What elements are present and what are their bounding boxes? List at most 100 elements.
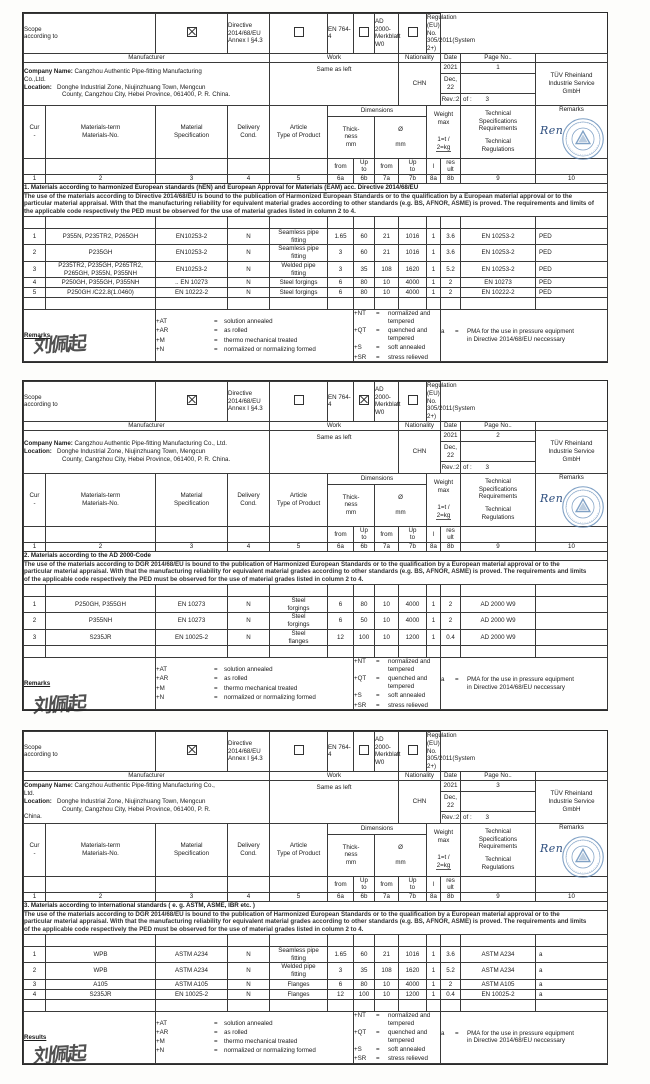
- company-info-row: Company Name: Cangzhou Authentic Pipe-fi…: [23, 779, 608, 824]
- colhdr-article: Article Type of Product: [269, 472, 328, 527]
- colhdr-weight: Weight: [433, 479, 454, 487]
- page-no-blank: [460, 791, 536, 813]
- checkbox-cell-reg305[interactable]: [398, 381, 427, 422]
- checkbox-empty[interactable]: [359, 27, 369, 37]
- blurb-line2: particular material appraisal. With that…: [24, 568, 587, 576]
- colhdr-thickness-l1: Thick-: [342, 843, 360, 851]
- cell-weight-unit: 1: [426, 244, 441, 262]
- checkbox-cell-directive[interactable]: [155, 381, 228, 422]
- page-no-value: 2: [460, 429, 536, 443]
- table-row[interactable]: 2 WPB ASTM A234 N Welded pipe fitting 3 3…: [23, 962, 608, 980]
- checkbox-cell-ad2000[interactable]: [353, 731, 375, 772]
- cell-materials-term: S235JR: [45, 988, 156, 1000]
- page-no-blank: [460, 441, 536, 463]
- table-row[interactable]: 3 P235TR2, P235GH, P265TR2, P265GH, P355N…: [23, 260, 608, 279]
- checkbox-cell-ad2000[interactable]: [353, 381, 375, 422]
- remark-eq: =: [455, 676, 459, 684]
- spacer-cell: [440, 645, 461, 659]
- upto-l2: to: [361, 534, 367, 542]
- table-row[interactable]: 2 P355NH EN 10273 N Steel forgings 6 50 1…: [23, 612, 608, 630]
- spacer-1: [23, 876, 46, 894]
- checkbox-cell-directive[interactable]: [155, 13, 228, 54]
- checkbox-cell-en764[interactable]: [269, 731, 328, 772]
- cell-diameter-upto: 1016: [398, 244, 427, 262]
- cell-cur: 1: [23, 595, 46, 614]
- cell-type-of-product: Steel forgings: [269, 612, 328, 630]
- checkbox-checked[interactable]: [186, 745, 197, 755]
- checkbox-cell-reg305[interactable]: [398, 13, 427, 54]
- checkbox-empty[interactable]: [293, 395, 304, 405]
- table-row[interactable]: 1 WPB ASTM A234 N Seamless pipe fitting 1…: [23, 945, 608, 964]
- company-name-line: Company Name: Cangzhou Authentic Pipe-fi…: [24, 440, 227, 448]
- spacer-cell: [374, 215, 399, 229]
- cell-thickness-upto: 80: [353, 277, 375, 289]
- page-no-blank: [460, 73, 536, 95]
- checkbox-cell-directive[interactable]: [155, 731, 228, 772]
- checkbox-empty[interactable]: [407, 745, 418, 755]
- remark-text: thermo mechanical treated: [224, 1038, 298, 1046]
- checkbox-cell-en764[interactable]: [269, 13, 328, 54]
- section-title-row: 3. Materials according to international …: [23, 900, 608, 911]
- table-row[interactable]: 2 P235GH EN10253-2 N Seamless pipe fittin…: [23, 244, 608, 262]
- cell-thickness-from: 6: [327, 277, 354, 289]
- scope-option-directive: Directive 2014/68/EU Annex I §4.3: [227, 381, 270, 422]
- checkbox-empty[interactable]: [293, 27, 304, 37]
- upto-l2: to: [409, 534, 416, 542]
- remark-code-a: a: [441, 1029, 445, 1037]
- checkbox-checked[interactable]: [186, 27, 197, 37]
- checkbox-empty[interactable]: [407, 395, 418, 405]
- upto-l1: Up: [408, 158, 417, 166]
- colhdr-cur-line2: -: [33, 849, 36, 857]
- cell-type-of-product: Flanges: [269, 978, 328, 990]
- checkbox-empty[interactable]: [359, 745, 369, 755]
- remark-text-a: PMA for the use in pressure equipment in …: [467, 676, 574, 691]
- header-manufacturer: Manufacturer: [23, 770, 270, 781]
- cell-cur: 4: [23, 988, 46, 1000]
- header-date: Date: [440, 770, 461, 781]
- table-row[interactable]: 1 P250GH, P355GH EN 10273 N Steel forging…: [23, 595, 608, 614]
- colhdr-thickness-l1: Thick-: [342, 493, 360, 501]
- spacer-cell: [23, 933, 46, 947]
- checkbox-empty[interactable]: [293, 745, 304, 755]
- table-row[interactable]: 5 P250GH /C22.8(1.0460) EN 10222-2 N Ste…: [23, 287, 608, 299]
- spacer-cell: [45, 215, 156, 229]
- colhdr-tech-regs1: Technical: [485, 856, 511, 864]
- of-label: of :: [463, 463, 472, 471]
- stamp-area: Ren: [536, 114, 607, 160]
- cell-type-of-product: Steel forgings: [269, 595, 328, 614]
- table-row[interactable]: 3 S235JR EN 10025-2 N Steel flanges 12 10…: [23, 628, 608, 647]
- colhdr-cond: Cond.: [240, 499, 257, 507]
- table-row[interactable]: 3 A105 ASTM A105 N Flanges 6 80 10 4000 …: [23, 978, 608, 990]
- cell-diameter-from: 10: [374, 287, 399, 299]
- cell-cur: 5: [23, 287, 46, 299]
- colhdr-weight-unit: l: [426, 875, 441, 894]
- checkbox-cell-reg305[interactable]: [398, 731, 427, 772]
- scope-label-line1: Scope: [24, 393, 42, 401]
- spacer-cell: [426, 933, 441, 947]
- colhdr-dia-from: from: [374, 525, 399, 544]
- handwritten-signature-3: 刘佩起: [32, 1042, 87, 1068]
- spacer-cell: [374, 583, 399, 597]
- table-row[interactable]: 4 S235JR EN 10025-2 N Flanges 12 100 10 …: [23, 988, 608, 1000]
- checkbox-cell-ad2000[interactable]: [353, 13, 375, 54]
- checkbox-checked[interactable]: [359, 395, 369, 405]
- section-blurb: The use of the materials according to DG…: [23, 909, 608, 935]
- checkbox-checked[interactable]: [186, 395, 197, 405]
- signature-ren: Ren: [540, 841, 564, 855]
- column-number-8b: 8b: [440, 542, 461, 552]
- column-number-6a: 6a: [327, 542, 354, 552]
- spacer-4: [227, 158, 270, 176]
- spacer-cell: [155, 297, 228, 311]
- colhdr-materials-term: Materials-term: [80, 492, 121, 500]
- remark-code: +N: [156, 345, 165, 353]
- header-manufacturer: Manufacturer: [23, 52, 270, 63]
- cell-diameter-from: 21: [374, 244, 399, 262]
- checkbox-empty[interactable]: [407, 27, 418, 37]
- table-row[interactable]: 1 P355N, P235TR2, P265GH EN10253-2 N Sea…: [23, 227, 608, 246]
- colhdr-weight-note1: 1=t /: [437, 853, 450, 861]
- cell-thickness-upto: 60: [353, 244, 375, 262]
- checkbox-cell-en764[interactable]: [269, 381, 328, 422]
- colhdr-technical: Technical: [485, 827, 511, 835]
- table-row[interactable]: 4 P250GH, P355GH, P355NH .. EN 10273 N S…: [23, 277, 608, 289]
- cell-material-specification: ASTM A234: [155, 962, 228, 980]
